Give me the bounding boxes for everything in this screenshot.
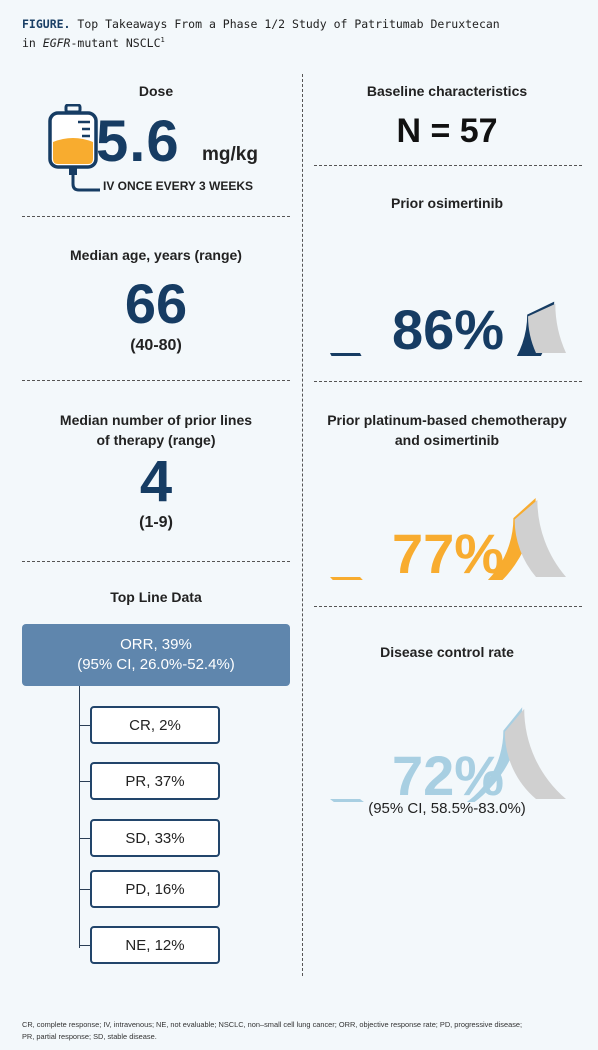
- topline-title: Top Line Data: [110, 589, 202, 605]
- tree-branch: [79, 945, 91, 946]
- response-box: PD, 16%: [90, 870, 220, 908]
- response-box: SD, 33%: [90, 819, 220, 857]
- figure-label: FIGURE.: [22, 17, 71, 31]
- right-divider-3: [314, 606, 582, 607]
- dose-title: Dose: [138, 83, 174, 99]
- figure-caption: FIGURE. Top Takeaways From a Phase 1/2 S…: [22, 16, 582, 51]
- gauge-prior-osimertinib: 86%: [330, 298, 566, 356]
- response-box: CR, 2%: [90, 706, 220, 744]
- footnote: CR, complete response; IV, intravenous; …: [22, 1019, 582, 1043]
- orr-line1: ORR, 39%: [120, 636, 192, 653]
- orr-line2: (95% CI, 26.0%-52.4%): [77, 656, 235, 673]
- gauge-percent-label: 86%: [392, 298, 504, 356]
- dose-schedule: IV ONCE EVERY 3 WEEKS: [103, 179, 254, 193]
- lines-title-line2: of therapy (range): [96, 432, 216, 448]
- figure-title-italic: EGFR: [42, 35, 71, 50]
- figure-title-post: -mutant NSCLC: [70, 35, 161, 50]
- gauge2-title-line2: and osimertinib: [394, 432, 500, 448]
- gauge-remainder-arc: [514, 499, 566, 577]
- right-divider-1: [314, 165, 582, 166]
- dose-unit: mg/kg: [202, 144, 258, 165]
- gauge-remainder-arc: [504, 708, 566, 799]
- footnote-line1: CR, complete response; IV, intravenous; …: [22, 1020, 523, 1029]
- gauge-percent-label: 72%: [392, 744, 504, 802]
- response-box: PR, 37%: [90, 762, 220, 800]
- response-box: NE, 12%: [90, 926, 220, 964]
- figure-title-line1: Top Takeaways From a Phase 1/2 Study of …: [70, 17, 500, 31]
- tree-branch: [79, 889, 91, 890]
- gauge-prior-platinum: 77%: [330, 497, 566, 580]
- footnote-line2: PR, partial response; SD, stable disease…: [22, 1032, 157, 1041]
- age-title: Median age, years (range): [70, 247, 242, 263]
- gauge3-title: Disease control rate: [380, 644, 514, 660]
- left-divider-2: [22, 380, 290, 381]
- lines-range: (1-9): [139, 514, 173, 531]
- gauge-value-arc: [330, 301, 555, 356]
- gauge2-title: Prior platinum-based chemotherapy and os…: [303, 410, 591, 450]
- dcr-ci: (95% CI, 58.5%-83.0%): [368, 800, 526, 817]
- left-divider-1: [22, 216, 290, 217]
- gauge-disease-control: 72%: [330, 707, 566, 802]
- column-divider: [302, 74, 303, 976]
- gauge2-title-line1: Prior platinum-based chemotherapy: [327, 412, 567, 428]
- orr-box: ORR, 39% (95% CI, 26.0%-52.4%): [22, 624, 290, 686]
- figure-ref: 1: [160, 36, 165, 44]
- lines-value: 4: [139, 449, 173, 514]
- tree-trunk: [79, 686, 80, 948]
- lines-title-line1: Median number of prior lines: [59, 412, 253, 428]
- gauge1-title: Prior osimertinib: [390, 195, 504, 211]
- baseline-title: Baseline characteristics: [366, 83, 528, 99]
- tree-branch: [79, 725, 91, 726]
- gauge-remainder-arc: [528, 303, 566, 353]
- right-divider-2: [314, 381, 582, 382]
- dose-value: 5.6: [96, 109, 180, 174]
- tree-branch: [79, 781, 91, 782]
- age-range: (40-80): [130, 337, 182, 354]
- age-value: 66: [124, 272, 188, 335]
- lines-title: Median number of prior lines of therapy …: [22, 410, 290, 450]
- iv-bag-icon: [48, 104, 100, 192]
- gauge-percent-label: 77%: [392, 522, 504, 580]
- tree-branch: [79, 838, 91, 839]
- left-divider-3: [22, 561, 290, 562]
- baseline-value: N = 57: [396, 112, 498, 150]
- figure-title-pre: in: [22, 35, 43, 50]
